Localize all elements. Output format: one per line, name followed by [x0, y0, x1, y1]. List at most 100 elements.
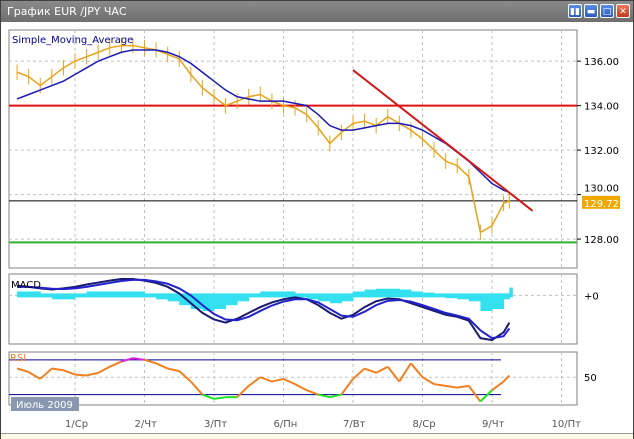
period-label: Июль 2009: [16, 400, 73, 411]
macd-histogram-bar: [121, 291, 134, 298]
macd-histogram-bar: [399, 289, 412, 298]
rsi-segment: [433, 383, 446, 387]
close-button[interactable]: ✕: [616, 4, 630, 18]
macd-histogram-bar: [341, 293, 354, 302]
rsi-segment: [178, 370, 192, 383]
macd-histogram-bar: [156, 293, 169, 300]
rsi-segment: [121, 357, 134, 363]
rsi-segment: [306, 389, 319, 396]
rsi-segment: [479, 389, 493, 403]
trendline: [352, 69, 534, 212]
rsi-segment: [248, 376, 261, 387]
maximize-icon: □: [602, 7, 612, 17]
indicator-label-macd: MACD: [11, 280, 41, 291]
rsi-segment: [294, 383, 308, 392]
minimize-button[interactable]: ▬: [584, 4, 598, 18]
rsi-segment: [202, 393, 215, 400]
rsi-segment: [39, 367, 53, 380]
date-tick-label: 3/Пт: [204, 419, 227, 430]
macd-histogram-bar: [376, 288, 389, 298]
macd-histogram-bar: [237, 293, 250, 302]
rsi-segment: [86, 371, 99, 377]
rsi-segment: [421, 376, 435, 386]
macd-histogram-bar: [63, 293, 76, 300]
window-title: График EUR /JPY ЧАС: [7, 5, 127, 18]
macd-histogram-bar: [353, 291, 366, 298]
rsi-segment: [468, 385, 482, 403]
panel-rsi: [8, 351, 578, 406]
status-strip: [1, 433, 633, 439]
macd-histogram-bar: [144, 293, 157, 298]
macd-histogram-bar: [457, 293, 470, 300]
rsi-segment: [167, 367, 180, 373]
macd-histogram-bar: [283, 291, 296, 298]
macd-histogram-bar: [260, 291, 273, 298]
chart-area[interactable]: 136.00 134.00 132.00 130.00 128.00 129.72 Simp…: [1, 22, 633, 433]
macd-histogram-bar: [364, 289, 377, 298]
maximize-button[interactable]: □: [600, 4, 614, 18]
rsi-segment: [271, 377, 284, 383]
macd-histogram-bar: [75, 293, 88, 298]
date-tick-label: 10/Пт: [552, 419, 582, 430]
price-tick-label: 132.00: [584, 146, 619, 157]
rsi-segment: [74, 373, 87, 377]
rsi-segment: [445, 384, 458, 389]
date-tick-label: 9/Чт: [482, 419, 505, 430]
sma-line: [16, 49, 510, 194]
rsi-segment: [97, 365, 111, 374]
macd-histogram-bar: [28, 291, 41, 298]
macd-histogram-bar: [492, 293, 505, 310]
rsi-segment: [132, 357, 145, 361]
macd-histogram-bar: [86, 291, 99, 298]
rsi-segment: [375, 365, 389, 374]
rsi-segment: [329, 393, 342, 399]
macd-histogram-bar: [387, 288, 400, 298]
title-bar[interactable]: График EUR /JPY ЧАС ▮▮ ▬ □ ✕: [1, 1, 633, 22]
rsi-segment: [410, 362, 424, 378]
macd-histogram-bar: [17, 291, 30, 298]
minimize-icon: ▬: [586, 7, 596, 17]
period-badge: [11, 397, 79, 411]
rsi-segment: [51, 367, 64, 372]
macd-histogram-bar: [225, 293, 238, 306]
macd-histogram-bar: [248, 293, 261, 298]
close-icon: ✕: [619, 7, 627, 17]
rsi-segment: [386, 366, 401, 383]
date-tick-label: 2/Чт: [135, 419, 158, 430]
current-price-badge: [582, 195, 620, 209]
rsi-segment: [352, 367, 366, 380]
macd-histogram-bar: [214, 293, 227, 310]
current-price-label: 129.72: [584, 199, 619, 210]
price-tick-label: 130.00: [584, 184, 619, 195]
rsi-segment: [144, 358, 157, 365]
price-line: [16, 44, 510, 234]
macd-histogram-bar: [109, 291, 122, 298]
date-tick-label: 1/Ср: [65, 419, 88, 430]
tile-button[interactable]: ▮▮: [568, 4, 582, 18]
macd-histogram-bar: [434, 293, 447, 298]
macd-histogram-bar: [51, 293, 64, 300]
macd-histogram-bar: [271, 291, 284, 298]
rsi-segment: [109, 360, 122, 368]
rsi-segment: [398, 362, 412, 383]
rsi-segment: [259, 376, 273, 383]
date-tick-label: 8/Ср: [413, 419, 436, 430]
rsi-segment: [283, 378, 296, 386]
rsi-segment: [502, 374, 511, 383]
date-tick-label: 7/Вт: [343, 419, 366, 430]
panel-main: [8, 29, 578, 269]
price-tick-label: 136.00: [584, 57, 619, 68]
rsi-segment: [63, 369, 76, 376]
macd-zero-label: +0: [584, 291, 599, 302]
macd-histogram-bar: [329, 293, 342, 304]
macd-histogram-bar: [410, 291, 423, 298]
rsi-segment: [155, 362, 169, 370]
tile-icon: ▮▮: [570, 7, 580, 17]
rsi-segment: [213, 396, 226, 400]
macd-signal-line: [17, 278, 511, 340]
rsi-segment: [457, 384, 469, 389]
macd-histogram-bar: [468, 293, 481, 302]
price-tick-label: 134.00: [584, 102, 619, 113]
macd-histogram-bar: [306, 293, 319, 300]
